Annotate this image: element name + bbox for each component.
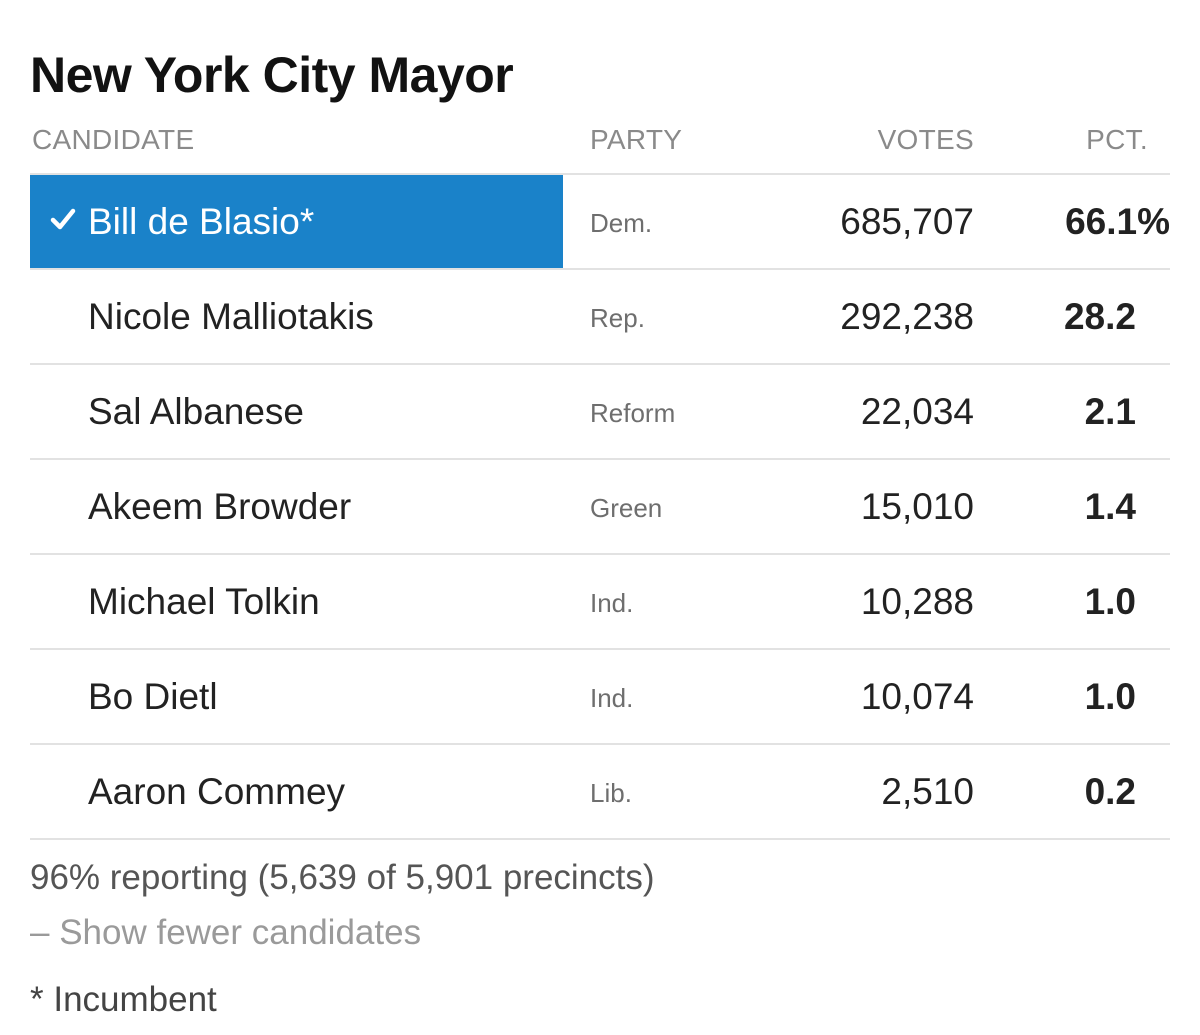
candidate-pct: 28.2 (1063, 296, 1136, 337)
table-row: Aaron Commey Lib. 2,510 0.2 (30, 745, 1170, 840)
candidate-votes: 2,510 (881, 771, 974, 812)
candidate-party: Ind. (590, 683, 634, 713)
candidate-party: Dem. (590, 208, 653, 238)
candidate-votes: 685,707 (840, 201, 974, 242)
checkmark-icon (50, 175, 82, 268)
candidate-party: Ind. (590, 588, 634, 618)
table-row: Sal Albanese Reform 22,034 2.1 (30, 365, 1170, 460)
header-votes: VOTES (877, 124, 974, 155)
candidate-name: Sal Albanese (88, 391, 305, 432)
candidate-votes: 10,074 (860, 676, 974, 717)
candidate-name: Michael Tolkin (88, 581, 320, 622)
results-table-header: CANDIDATE PARTY VOTES PCT. (30, 124, 1170, 158)
winner-highlight (30, 175, 563, 268)
reporting-status: 96% reporting (5,639 of 5,901 precincts) (30, 858, 655, 897)
candidate-pct: 1.4 (1084, 486, 1136, 527)
table-row: Michael Tolkin Ind. 10,288 1.0 (30, 555, 1170, 650)
header-candidate: CANDIDATE (32, 124, 195, 155)
table-row: Bill de Blasio* Dem. 685,707 66.1% (30, 173, 1170, 270)
candidate-pct: 1.0 (1084, 676, 1136, 717)
candidate-name: Bill de Blasio* (88, 201, 315, 242)
table-row: Akeem Browder Green 15,010 1.4 (30, 460, 1170, 555)
candidate-name: Nicole Malliotakis (88, 296, 374, 337)
results-table: Bill de Blasio* Dem. 685,707 66.1% Nicol… (30, 173, 1170, 840)
show-fewer-candidates-link[interactable]: – Show fewer candidates (30, 913, 422, 952)
candidate-votes: 22,034 (860, 391, 974, 432)
race-title: New York City Mayor (30, 47, 514, 103)
candidate-name: Bo Dietl (88, 676, 218, 717)
candidate-name: Aaron Commey (88, 771, 346, 812)
candidate-name: Akeem Browder (88, 486, 352, 527)
candidate-pct: 1.0 (1084, 581, 1136, 622)
candidate-party: Rep. (590, 303, 645, 333)
table-row: Bo Dietl Ind. 10,074 1.0 (30, 650, 1170, 745)
candidate-votes: 292,238 (840, 296, 974, 337)
candidate-party: Reform (590, 398, 676, 428)
candidate-party: Lib. (590, 778, 632, 808)
incumbent-note: * Incumbent (30, 980, 217, 1019)
header-party: PARTY (590, 124, 683, 155)
candidate-votes: 15,010 (860, 486, 974, 527)
candidate-votes: 10,288 (860, 581, 974, 622)
candidate-pct: 0.2 (1084, 771, 1136, 812)
candidate-pct: 2.1 (1084, 391, 1136, 432)
candidate-pct: 66.1% (1065, 201, 1170, 242)
table-row: Nicole Malliotakis Rep. 292,238 28.2 (30, 270, 1170, 365)
header-pct: PCT. (1086, 124, 1148, 155)
candidate-party: Green (590, 493, 663, 523)
